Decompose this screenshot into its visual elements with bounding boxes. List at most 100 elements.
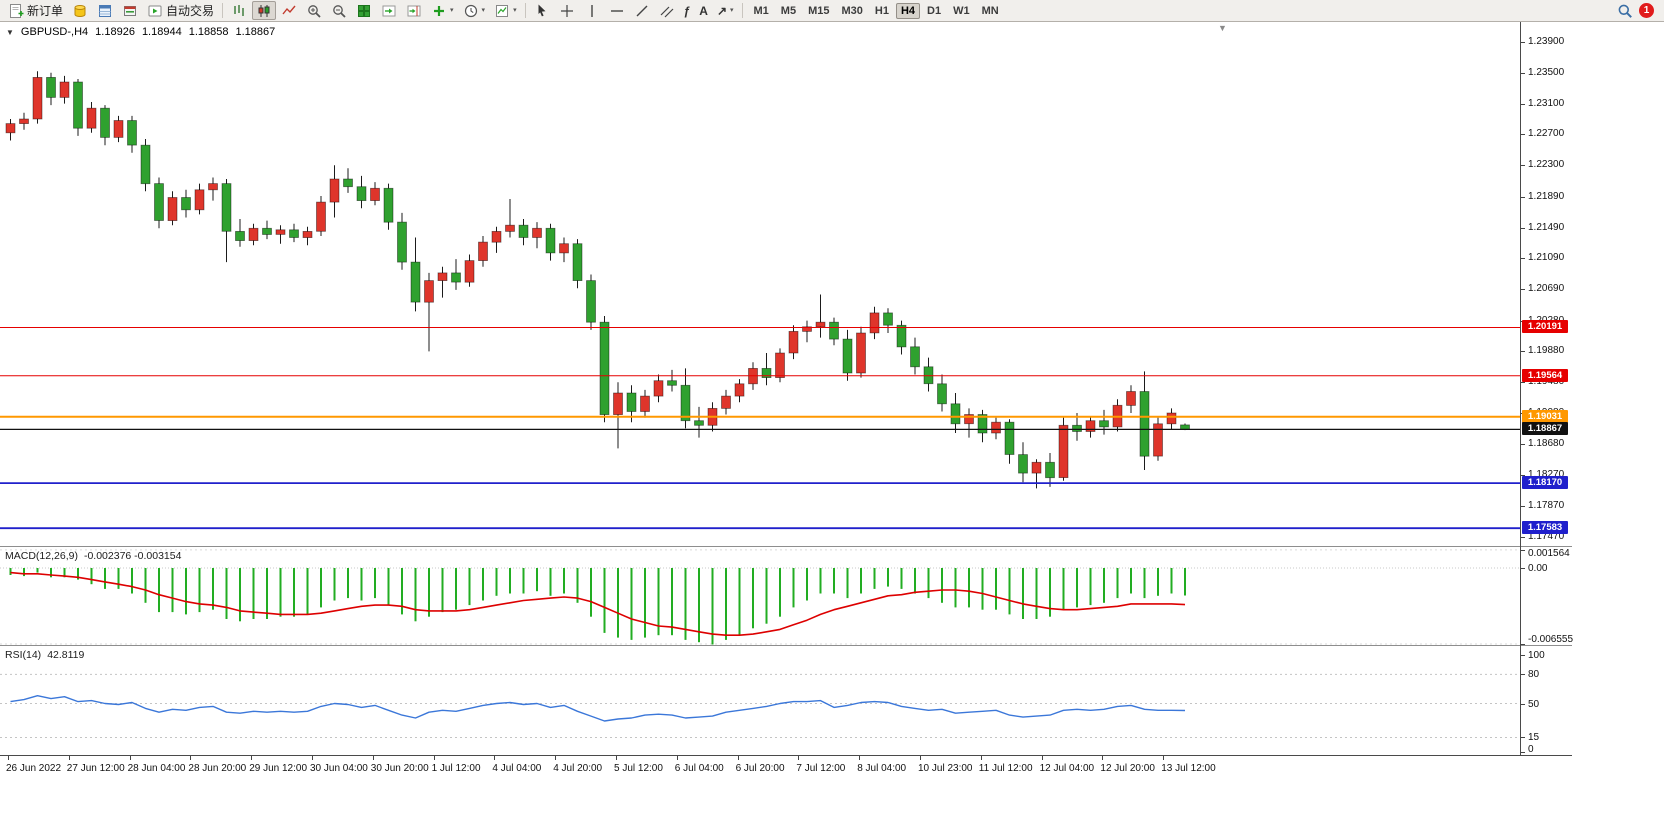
rsi-label: RSI(14) 42.8119 [5, 649, 84, 661]
open-value: 1.18926 [95, 26, 135, 38]
price-level-badge: 1.18867 [1522, 422, 1568, 435]
toolbar-separator [222, 3, 224, 18]
one-click-trading-toggle[interactable]: ▼ [6, 27, 14, 37]
time-axis[interactable]: 26 Jun 2022 27 Jun 12:00 28 Jun 04:00 28 Ju… [0, 755, 1572, 779]
dropdown-caret-icon: ▾ [730, 7, 734, 14]
chart-shift-button[interactable] [402, 1, 426, 20]
timeframe-button-mn[interactable]: MN [981, 4, 999, 17]
data-window-button[interactable] [93, 1, 117, 20]
panel-splitter[interactable] [0, 546, 1572, 547]
timeframe-button-w1[interactable]: W1 [953, 4, 970, 17]
price-chart-canvas[interactable] [0, 22, 1520, 546]
timeframe-button-h1[interactable]: H1 [874, 4, 889, 17]
arrows-tool-button[interactable]: ↗ ▾ [713, 1, 738, 20]
text-tool-icon: A [699, 3, 708, 18]
tile-windows-button[interactable] [352, 1, 376, 20]
close-value: 1.18867 [235, 26, 276, 38]
rsi-axis-tick-label: 80 [1528, 669, 1540, 680]
terminal-button[interactable] [118, 1, 142, 20]
indicators-button[interactable]: ▾ [427, 1, 458, 20]
panel-splitter[interactable] [0, 645, 1572, 646]
zoom-out-button[interactable] [327, 1, 351, 20]
search-icon[interactable] [1617, 3, 1633, 19]
price-axis-tick-label: 1.23500 [1528, 67, 1565, 78]
rsi-canvas[interactable] [0, 647, 1520, 755]
zoom-in-button[interactable] [302, 1, 326, 20]
text-tool-button[interactable]: A [695, 1, 712, 20]
time-axis-label: 10 Jul 23:00 [918, 763, 973, 774]
market-watch-icon [74, 4, 86, 17]
fibonacci-tool-button[interactable]: ƒ [680, 1, 695, 20]
tile-windows-icon [358, 4, 371, 17]
cursor-tool-button[interactable] [530, 1, 554, 20]
rsi-axis-tick-label: 100 [1528, 650, 1545, 661]
price-axis-tick [1521, 134, 1525, 135]
time-axis-label: 12 Jul 20:00 [1100, 763, 1155, 774]
new-order-icon [10, 3, 24, 18]
toolbar-separator [741, 3, 743, 18]
horizontal-line-icon [610, 9, 623, 12]
auto-scroll-button[interactable] [377, 1, 401, 20]
new-order-button[interactable]: 新订单 [4, 1, 67, 20]
crosshair-tool-button[interactable] [555, 1, 579, 20]
rsi-panel[interactable]: RSI(14) 42.8119 [0, 647, 1520, 755]
macd-canvas[interactable] [0, 548, 1520, 645]
channel-tool-button[interactable] [655, 1, 679, 20]
rsi-axis-tick-label: 0 [1528, 744, 1534, 755]
dropdown-caret-icon: ▾ [513, 7, 517, 14]
rsi-axis-tick [1521, 674, 1525, 675]
chart-shift-marker[interactable]: ▼ [1218, 23, 1227, 33]
periods-button[interactable]: ▾ [459, 1, 490, 20]
new-order-label: 新订单 [27, 4, 64, 18]
market-watch-button[interactable] [68, 1, 92, 20]
notification-badge[interactable]: 1 [1639, 3, 1654, 18]
macd-axis-tick [1521, 568, 1525, 569]
price-level-badge: 1.20191 [1522, 320, 1568, 333]
price-axis-tick [1521, 444, 1525, 445]
time-axis-tick [920, 756, 921, 760]
timeframe-button-m1[interactable]: M1 [753, 4, 769, 17]
macd-axis-tick-label: 0.00 [1528, 563, 1548, 574]
price-axis-tick [1521, 42, 1525, 43]
template-icon [496, 4, 509, 17]
timeframe-button-m30[interactable]: M30 [841, 4, 863, 17]
time-axis-label: 11 Jul 12:00 [978, 763, 1033, 774]
indicators-icon [434, 5, 445, 16]
price-level-badge: 1.19564 [1522, 369, 1568, 382]
price-axis-tick [1521, 351, 1525, 352]
price-axis-tick-label: 1.21090 [1528, 252, 1565, 263]
horizontal-line-tool-button[interactable] [605, 1, 629, 20]
vertical-line-tool-button[interactable] [580, 1, 604, 20]
rsi-axis-tick [1521, 752, 1525, 753]
time-axis-tick [68, 756, 70, 760]
trendline-tool-button[interactable] [630, 1, 654, 20]
macd-values: -0.002376 -0.003154 [83, 550, 182, 562]
templates-button[interactable]: ▾ [490, 1, 521, 20]
auto-trading-button[interactable]: 自动交易 [143, 1, 218, 20]
price-axis-tick [1521, 537, 1525, 538]
price-chart-panel[interactable]: ▼ GBPUSD-,H4 1.18926 1.18944 1.18858 1.1… [0, 22, 1520, 546]
time-axis-label: 27 Jun 12:00 [66, 763, 125, 774]
price-axis[interactable]: 1.23900 1.23500 1.23100 1.22700 1.22300 1.218… [1520, 22, 1574, 755]
bar-chart-button[interactable] [227, 1, 251, 20]
price-axis-tick-label: 1.21490 [1528, 222, 1565, 233]
channel-icon [660, 6, 674, 17]
candlestick-chart-icon [258, 4, 270, 17]
price-axis-tick [1521, 165, 1525, 166]
price-axis-tick-label: 1.22300 [1528, 159, 1565, 170]
timeframe-button-d1[interactable]: D1 [927, 4, 942, 17]
macd-panel[interactable]: MACD(12,26,9) -0.002376 -0.003154 [0, 548, 1520, 645]
line-chart-button[interactable] [277, 1, 301, 20]
timeframe-button-m5[interactable]: M5 [780, 4, 797, 17]
timeframe-button-m15[interactable]: M15 [808, 4, 830, 17]
auto-trading-label: 自动交易 [166, 4, 215, 18]
price-axis-tick [1521, 73, 1525, 74]
price-axis-tick-label: 1.19880 [1528, 345, 1565, 356]
time-axis-label: 7 Jul 12:00 [796, 763, 846, 774]
candlestick-chart-button[interactable] [252, 1, 277, 20]
price-axis-tick [1521, 382, 1525, 383]
macd-axis-tick-label: -0.006555 [1528, 634, 1574, 645]
cursor-icon [538, 4, 546, 16]
timeframe-button-h4[interactable]: H4 [895, 2, 921, 19]
time-axis-tick [798, 756, 800, 760]
